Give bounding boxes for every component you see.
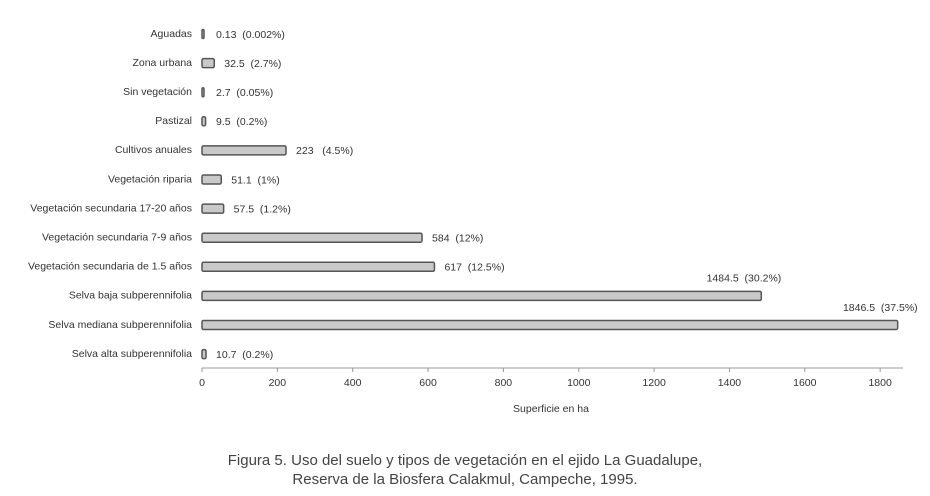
- x-tick-label: 400: [344, 377, 362, 389]
- y-tick-label: Pastizal: [155, 115, 192, 127]
- bar: [201, 86, 205, 98]
- y-tick-label: Vegetación secundaria 7-9 años: [42, 231, 192, 243]
- y-tick-label: Vegetación riparia: [108, 173, 192, 185]
- value-label: 584 (12%): [432, 232, 483, 244]
- bar: [201, 203, 225, 214]
- bar: [201, 232, 423, 243]
- x-tick-label: 1600: [793, 377, 817, 389]
- bar: [201, 261, 436, 273]
- x-tick-label: 1000: [567, 377, 591, 389]
- x-axis-label: Superficie en ha: [513, 403, 589, 415]
- value-label: 9.5 (0.2%): [216, 116, 267, 128]
- value-label: 223 (4.5%): [296, 145, 353, 157]
- value-label: 51.1 (1%): [231, 174, 279, 186]
- value-label: 617 (12.5%): [444, 262, 504, 274]
- bar: [201, 145, 287, 156]
- bar: [201, 174, 223, 185]
- caption: Reserva de la Biosfera Calakmul, Campech…: [292, 471, 637, 488]
- y-tick-label: Selva baja subperennifolia: [69, 290, 192, 302]
- value-label: 10.7 (0.2%): [216, 349, 273, 361]
- x-tick-label: 200: [269, 377, 287, 389]
- value-label: 1846.5 (37.5%): [843, 302, 918, 314]
- y-tick-label: Selva alta subperennifolia: [72, 348, 192, 360]
- value-label: 57.5 (1.2%): [234, 203, 291, 215]
- bar: [201, 57, 215, 69]
- y-tick-label: Vegetación secundaria 17-20 años: [30, 202, 192, 214]
- caption: Figura 5. Uso del suelo y tipos de veget…: [228, 452, 702, 469]
- bar: [201, 319, 899, 331]
- bar: [201, 290, 763, 302]
- x-tick-label: 0: [199, 377, 205, 389]
- x-tick-label: 1400: [718, 377, 742, 389]
- y-tick-label: Selva mediana subperennifolia: [48, 319, 192, 331]
- x-tick-label: 1800: [868, 377, 892, 389]
- value-label: 32.5 (2.7%): [224, 58, 281, 70]
- bar: [201, 116, 207, 127]
- bar: [201, 348, 207, 360]
- bar: [201, 28, 205, 40]
- y-tick-label: Vegetación secundaria de 1.5 años: [28, 261, 192, 273]
- x-tick-label: 600: [419, 377, 437, 389]
- x-tick-label: 800: [495, 377, 513, 389]
- y-tick-label: Cultivos anuales: [115, 144, 192, 156]
- x-tick-label: 1200: [642, 377, 666, 389]
- y-tick-label: Sin vegetación: [123, 86, 192, 98]
- value-label: 1484.5 (30.2%): [707, 273, 782, 285]
- value-label: 0.13 (0.002%): [216, 29, 285, 41]
- value-label: 2.7 (0.05%): [216, 87, 273, 99]
- y-tick-label: Aguadas: [151, 28, 192, 40]
- y-tick-label: Zona urbana: [132, 57, 192, 69]
